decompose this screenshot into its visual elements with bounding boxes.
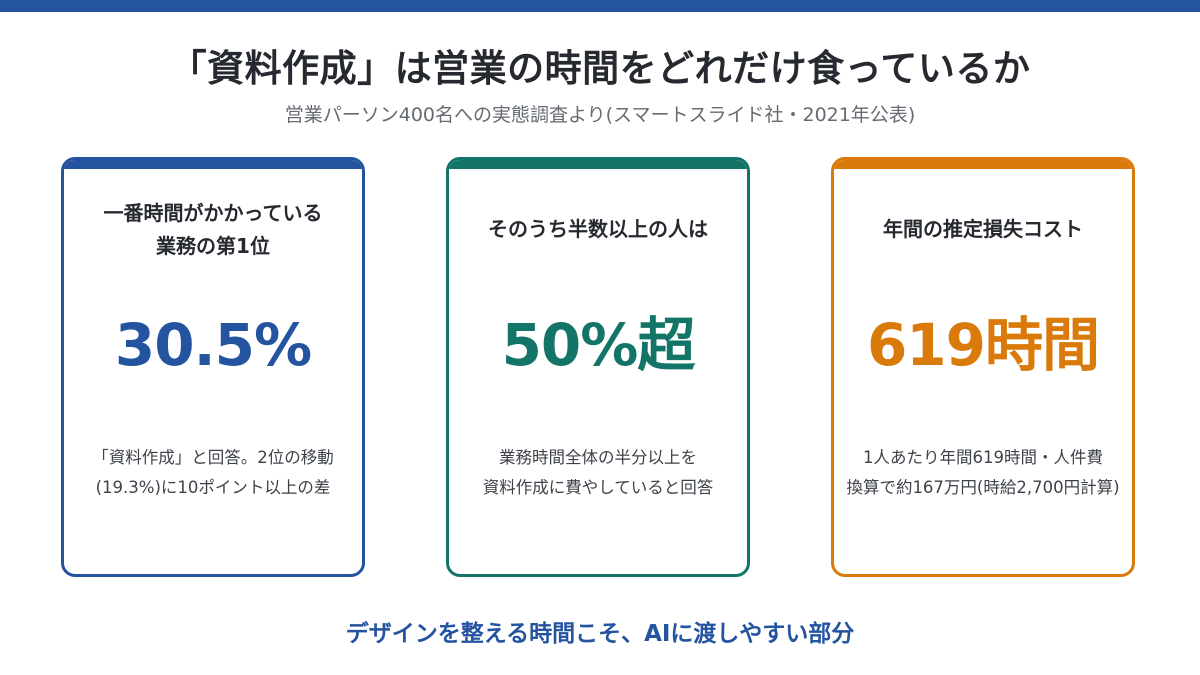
card-label-line: 年間の推定損失コスト [883, 217, 1083, 241]
card-note: 1人あたり年間619時間・人件費 換算で約167万円(時給2,700円計算) [840, 443, 1126, 503]
card-note-line: (19.3%)に10ポイント以上の差 [95, 478, 331, 497]
card-note-line: 「資料作成」と回答。2位の移動 [92, 448, 334, 467]
card-value: 50%超 [501, 311, 696, 379]
card-note-line: 業務時間全体の半分以上を [499, 448, 697, 467]
page-title: 「資料作成」は営業の時間をどれだけ食っているか [169, 47, 1031, 90]
card-note: 「資料作成」と回答。2位の移動 (19.3%)に10ポイント以上の差 [70, 443, 356, 503]
stat-card-half-time: そのうち半数以上の人は 50%超 業務時間全体の半分以上を 資料作成に費やしてい… [446, 157, 750, 577]
card-accent-cap [449, 160, 747, 169]
card-label: 一番時間がかかっている 業務の第1位 [74, 197, 352, 263]
card-label-line: 一番時間がかかっている [103, 201, 323, 225]
card-label-line: そのうち半数以上の人は [488, 217, 708, 241]
page-subtitle: 営業パーソン400名への実態調査より(スマートスライド社・2021年公表) [284, 104, 916, 126]
card-value: 619時間 [866, 311, 1100, 379]
card-note-line: 1人あたり年間619時間・人件費 [863, 448, 1103, 467]
card-accent-cap [64, 160, 362, 169]
stat-card-annual-loss: 年間の推定損失コスト 619時間 1人あたり年間619時間・人件費 換算で約16… [831, 157, 1135, 577]
card-value: 30.5% [114, 311, 312, 379]
card-label: そのうち半数以上の人は [459, 213, 737, 246]
stat-card-top-task: 一番時間がかかっている 業務の第1位 30.5% 「資料作成」と回答。2位の移動… [61, 157, 365, 577]
card-accent-cap [834, 160, 1132, 169]
footer-message: デザインを整える時間こそ、AIに渡しやすい部分 [345, 621, 855, 647]
card-label-line: 業務の第1位 [156, 234, 270, 258]
card-label: 年間の推定損失コスト [844, 213, 1122, 246]
card-note-line: 資料作成に費やしていると回答 [482, 478, 714, 497]
card-note: 業務時間全体の半分以上を 資料作成に費やしていると回答 [455, 443, 741, 503]
card-note-line: 換算で約167万円(時給2,700円計算) [846, 478, 1120, 497]
top-accent-bar [0, 0, 1200, 12]
